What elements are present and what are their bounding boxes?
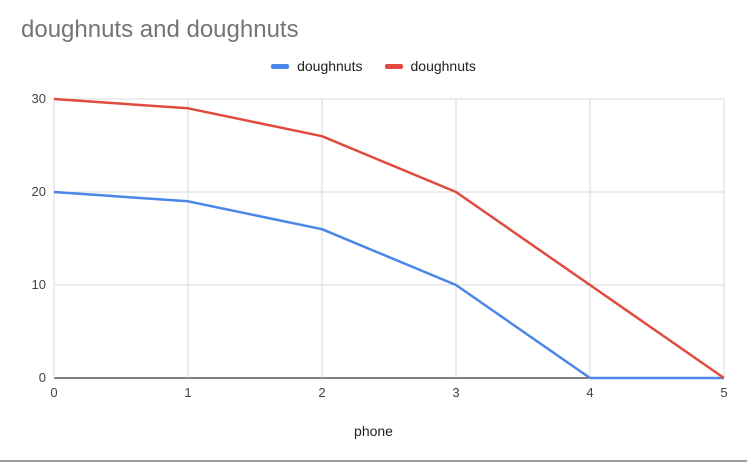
y-tick-label: 0 bbox=[39, 370, 46, 385]
legend-label-series-2: doughnuts bbox=[410, 58, 476, 74]
x-tick-label: 5 bbox=[720, 385, 727, 400]
x-tick-labels: 0 1 2 3 4 5 bbox=[50, 385, 727, 400]
series-line-2[interactable] bbox=[53, 97, 725, 380]
legend-label-series-1: doughnuts bbox=[297, 58, 363, 74]
y-tick-label: 30 bbox=[32, 91, 46, 106]
legend-swatch-series-1 bbox=[271, 63, 290, 69]
x-axis-label: phone bbox=[354, 423, 393, 439]
legend-item-series-2[interactable]: doughnuts bbox=[384, 58, 476, 74]
x-tick-label: 3 bbox=[452, 385, 459, 400]
grid bbox=[53, 98, 725, 379]
series-lines bbox=[53, 97, 725, 380]
chart-title: doughnuts and doughnuts bbox=[21, 16, 299, 43]
x-tick-label: 0 bbox=[50, 385, 57, 400]
legend-item-series-1[interactable]: doughnuts bbox=[271, 58, 363, 74]
y-tick-label: 10 bbox=[32, 277, 46, 292]
x-tick-label: 2 bbox=[318, 385, 325, 400]
x-tick-label: 4 bbox=[586, 385, 593, 400]
bottom-border bbox=[0, 460, 747, 462]
legend: doughnuts doughnuts bbox=[0, 58, 747, 74]
x-tick-label: 1 bbox=[184, 385, 191, 400]
legend-swatch-series-2 bbox=[384, 63, 403, 69]
y-tick-label: 20 bbox=[32, 184, 46, 199]
series-line-1[interactable] bbox=[53, 190, 724, 380]
y-tick-labels: 0 10 20 30 bbox=[32, 91, 46, 385]
